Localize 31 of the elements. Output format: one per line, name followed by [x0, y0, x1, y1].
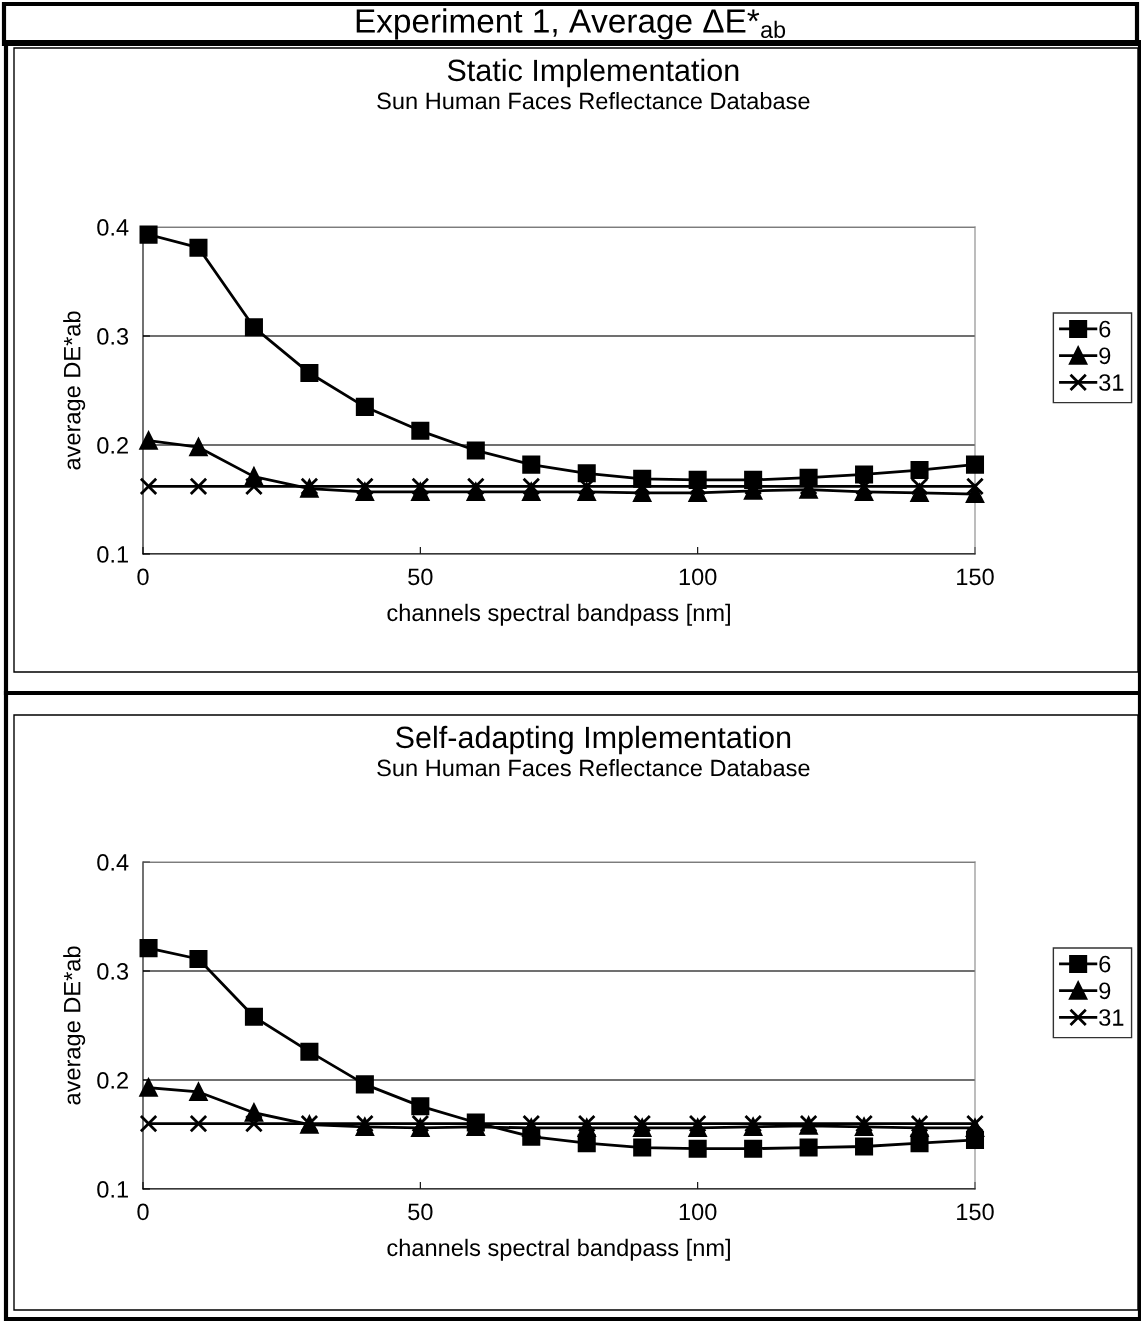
y-tick-label: 0.1	[97, 546, 128, 563]
x-tick-label: 150	[957, 568, 994, 586]
y-axis-title: average DE*ab	[63, 946, 86, 1105]
chart-subtitle: Sun Human Faces Reflectance Database	[377, 758, 810, 777]
legend-label: 6	[1099, 955, 1111, 973]
x-axis-title: channels spectral bandpass [nm]	[387, 1238, 730, 1261]
legend-label: 31	[1099, 1009, 1124, 1026]
x-axis-title: channels spectral bandpass [nm]	[387, 603, 730, 626]
x-tick-label: 150	[957, 1203, 994, 1221]
y-tick-label: 0.2	[97, 437, 128, 454]
chart-subtitle: Sun Human Faces Reflectance Database	[377, 92, 810, 110]
chart-title: Static Implementation	[447, 58, 739, 88]
chart-title: Self-adapting Implementation	[395, 725, 791, 755]
x-tick-label: 50	[408, 568, 433, 586]
y-tick-label: 0.3	[97, 328, 129, 345]
y-tick-label: 0.1	[97, 1181, 128, 1198]
x-tick-label: 0	[137, 568, 149, 586]
legend-label: 9	[1099, 347, 1111, 365]
legend-label: 9	[1099, 982, 1111, 1000]
legend-label: 6	[1099, 320, 1111, 338]
x-tick-label: 100	[679, 568, 717, 586]
x-tick-label: 0	[137, 1203, 149, 1221]
y-tick-label: 0.4	[97, 854, 129, 871]
y-tick-label: 0.4	[97, 219, 129, 236]
y-tick-label: 0.3	[97, 963, 129, 980]
y-axis-title: average DE*ab	[63, 311, 86, 470]
x-tick-label: 100	[679, 1203, 717, 1221]
y-tick-label: 0.2	[97, 1072, 128, 1089]
x-tick-label: 50	[408, 1203, 433, 1221]
text: Experiment 1, Average ΔE*$_{ab}$	[356, 8, 786, 40]
legend-label: 31	[1099, 374, 1124, 391]
